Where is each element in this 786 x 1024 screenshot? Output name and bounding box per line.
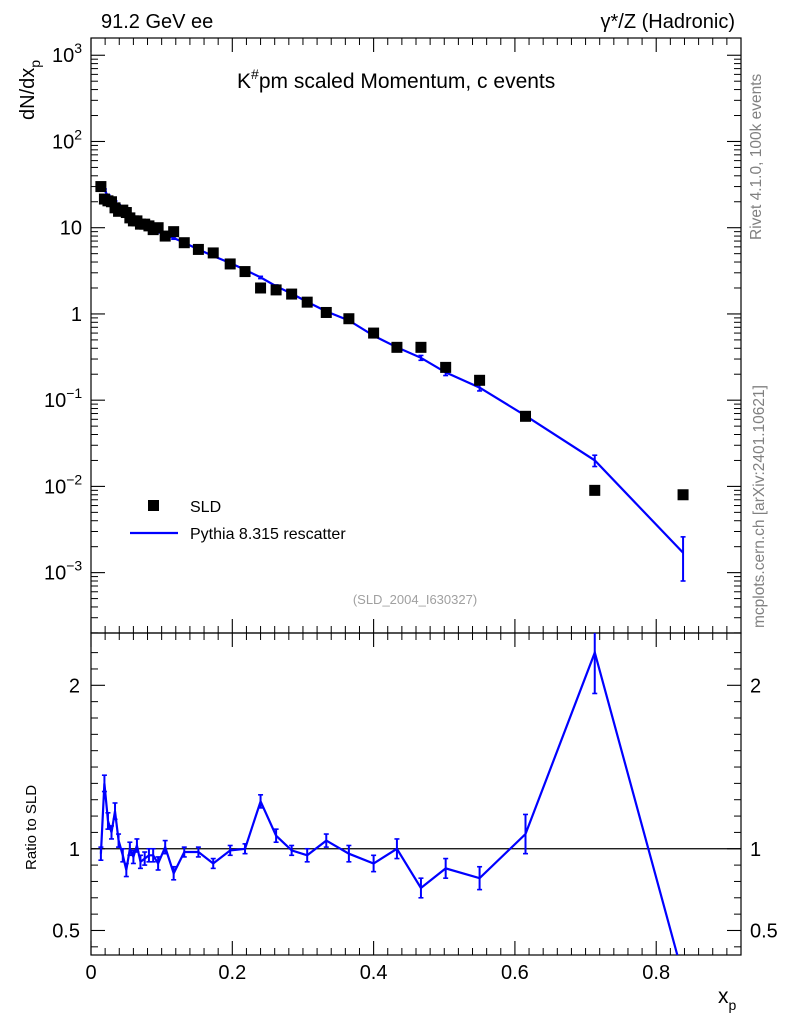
- x-axis-label: xp: [718, 985, 737, 1013]
- chart-title: K#pm scaled Momentum, c events: [237, 66, 555, 93]
- sld-data-point: [207, 247, 219, 259]
- sld-data-point: [159, 230, 171, 242]
- sld-data-point: [270, 284, 282, 296]
- x-tick-label: 0: [85, 962, 96, 984]
- mcplots-credit-text: mcplots.cern.ch [arXiv:2401.10621]: [751, 385, 768, 628]
- ratio-panel: [90, 632, 742, 956]
- sld-data-point: [105, 196, 117, 208]
- sld-series: [95, 181, 689, 501]
- analysis-id: (SLD_2004_I630327): [353, 592, 477, 607]
- header-left: 91.2 GeV ee: [101, 11, 213, 33]
- legend-sld-marker: [148, 500, 159, 511]
- sld-data-point: [343, 313, 355, 325]
- main-y-tick-label: 10−3: [44, 558, 82, 585]
- ratio-y-tick-label-left: 2: [69, 675, 80, 697]
- sld-data-point: [415, 341, 427, 353]
- main-y-tick-label: 102: [52, 126, 82, 153]
- x-tick-label: 0.4: [360, 962, 388, 984]
- sld-data-point: [95, 181, 107, 193]
- sld-data-point: [320, 306, 332, 318]
- sld-data-point: [255, 282, 267, 294]
- ratio-y-tick-label-left: 0.5: [52, 920, 80, 942]
- sld-data-point: [440, 361, 452, 373]
- ratio-y-tick-label-right: 0.5: [750, 920, 778, 942]
- legend: SLD Pythia 8.315 rescatter: [130, 499, 346, 543]
- sld-data-point: [520, 410, 532, 422]
- sld-data-point: [152, 222, 164, 234]
- main-panel: [90, 37, 742, 634]
- sld-data-point: [286, 288, 298, 300]
- rivet-version-text: Rivet 4.1.0, 100k events: [748, 73, 765, 240]
- main-y-tick-label: 10: [60, 218, 82, 240]
- sld-data-point: [474, 374, 486, 386]
- sld-data-point: [192, 243, 204, 255]
- legend-sld-label: SLD: [190, 499, 221, 516]
- main-y-axis-label: dN/dxp: [17, 60, 43, 120]
- x-tick-label: 0.8: [642, 962, 670, 984]
- main-y-tick-label: 1: [71, 304, 82, 326]
- header-right: γ*/Z (Hadronic): [601, 11, 735, 33]
- main-y-tick-label: 10−1: [44, 385, 82, 412]
- ratio-y-axis-label: Ratio to SLD: [23, 785, 40, 870]
- sld-data-point: [677, 489, 689, 501]
- main-y-tick-label: 103: [52, 40, 82, 67]
- ratio-y-tick-label-right: 1: [750, 839, 761, 861]
- ratio-y-ticks: 0.5 0.5 1 1 2 2: [52, 652, 778, 948]
- x-tick-label: 0.6: [501, 962, 529, 984]
- x-tick-label: 0.2: [218, 962, 246, 984]
- legend-pythia-label: Pythia 8.315 rescatter: [190, 526, 346, 543]
- main-y-tick-label: 10−2: [44, 471, 82, 498]
- ratio-y-tick-label-right: 2: [750, 675, 761, 697]
- ratio-line: [99, 649, 679, 955]
- x-ticks: 0 0.2 0.4 0.6 0.8: [85, 38, 728, 984]
- sld-data-point: [589, 484, 601, 496]
- sld-data-point: [224, 258, 236, 270]
- sld-data-point: [368, 327, 380, 339]
- sld-data-point: [391, 341, 403, 353]
- sld-data-point: [239, 266, 251, 278]
- ratio-y-tick-label-left: 1: [69, 839, 80, 861]
- sld-data-point: [178, 237, 190, 249]
- sld-data-point: [168, 226, 180, 238]
- ratio-series: [98, 633, 679, 955]
- sld-data-point: [301, 296, 313, 308]
